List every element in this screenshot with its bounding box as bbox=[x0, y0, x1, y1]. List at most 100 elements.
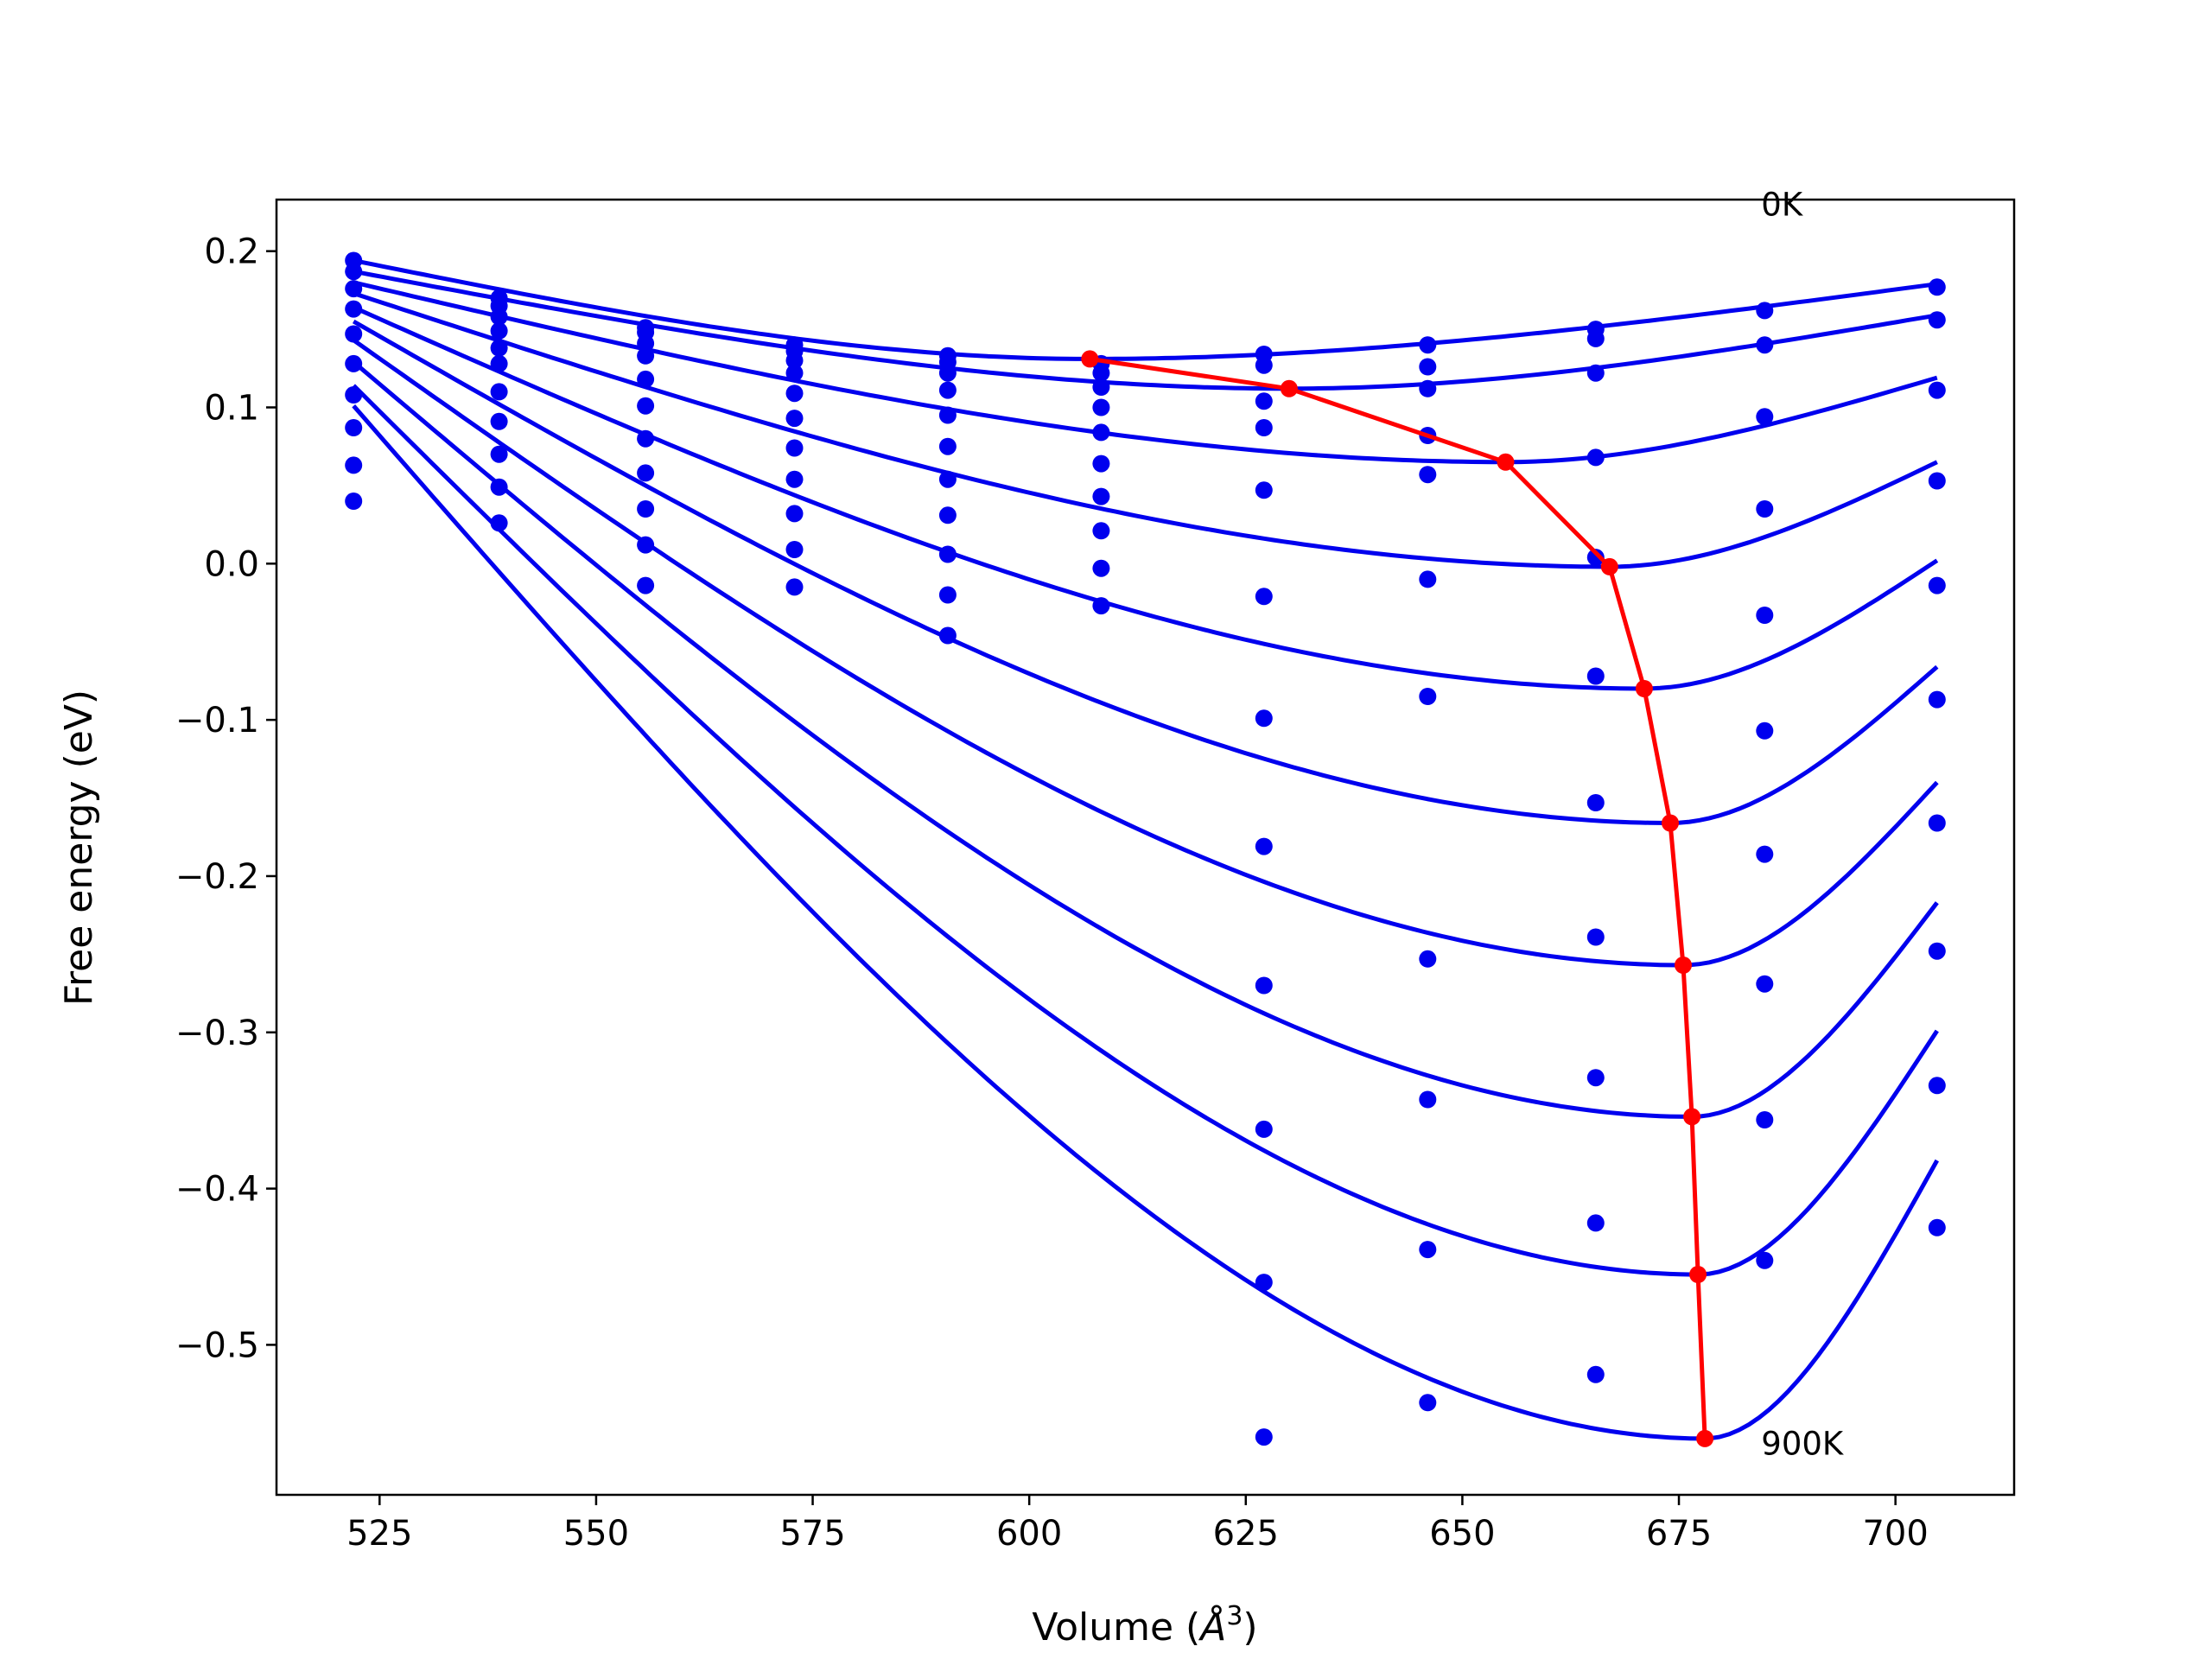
x-tick-label: 600 bbox=[996, 1514, 1062, 1554]
data-point bbox=[1928, 311, 1946, 329]
data-point bbox=[345, 419, 363, 436]
data-point bbox=[1255, 588, 1273, 606]
data-point bbox=[490, 308, 508, 326]
minimum-point bbox=[1635, 680, 1653, 697]
data-point bbox=[1255, 481, 1273, 499]
data-point bbox=[490, 514, 508, 532]
fit-curve-200K bbox=[353, 280, 1938, 465]
minimum-point bbox=[1683, 1108, 1701, 1126]
data-point bbox=[637, 536, 655, 554]
data-point bbox=[1092, 597, 1110, 615]
data-point bbox=[785, 385, 804, 403]
data-point bbox=[785, 541, 804, 558]
data-point bbox=[1419, 570, 1437, 588]
data-point bbox=[490, 445, 508, 463]
fit-curve-800K bbox=[352, 384, 1939, 1277]
data-point bbox=[1586, 794, 1605, 811]
data-point bbox=[785, 505, 804, 523]
minimum-point bbox=[1689, 1266, 1707, 1283]
data-point bbox=[785, 364, 804, 382]
x-axis-label: Volume (Å3) bbox=[1032, 1601, 1257, 1649]
data-point bbox=[1928, 1218, 1946, 1236]
data-point bbox=[1756, 1251, 1774, 1269]
data-point bbox=[938, 364, 957, 382]
x-tick-label: 550 bbox=[563, 1514, 629, 1554]
data-point bbox=[1586, 667, 1605, 685]
data-point bbox=[1092, 454, 1110, 473]
data-point bbox=[1092, 378, 1110, 396]
data-point bbox=[1586, 549, 1605, 567]
data-point bbox=[637, 370, 655, 388]
data-point bbox=[785, 470, 804, 488]
data-point bbox=[1092, 423, 1110, 442]
minimum-point bbox=[1497, 453, 1515, 471]
annotations: 0K 900K bbox=[1761, 186, 1845, 1462]
data-point bbox=[490, 354, 508, 372]
data-point bbox=[1756, 336, 1774, 354]
data-point bbox=[1092, 364, 1110, 382]
data-point bbox=[938, 586, 957, 604]
data-point bbox=[1756, 1111, 1774, 1128]
y-tick-label: −0.4 bbox=[175, 1170, 259, 1210]
data-point bbox=[1419, 466, 1437, 484]
data-point bbox=[1419, 1090, 1437, 1109]
data-point bbox=[1928, 942, 1946, 960]
data-point bbox=[1419, 1241, 1437, 1259]
fit-curves bbox=[352, 258, 1939, 1441]
y-tick-label: 0.0 bbox=[204, 544, 259, 584]
y-axis-label: Free energy (eV) bbox=[57, 690, 101, 1006]
data-point bbox=[1928, 472, 1946, 490]
data-point bbox=[1586, 1069, 1605, 1087]
x-tick-label: 700 bbox=[1862, 1514, 1928, 1554]
data-point bbox=[490, 412, 508, 430]
data-point bbox=[785, 352, 804, 370]
fit-curve-100K bbox=[353, 269, 1938, 391]
fit-curve-600K bbox=[352, 338, 1939, 968]
data-point bbox=[1092, 487, 1110, 505]
data-point bbox=[938, 506, 957, 524]
y-tick-label: −0.5 bbox=[175, 1325, 259, 1365]
data-point bbox=[1756, 500, 1774, 518]
y-tick-label: 0.2 bbox=[204, 232, 259, 272]
data-point bbox=[490, 383, 508, 401]
x-tick-label: 650 bbox=[1429, 1514, 1495, 1554]
minimum-point bbox=[1662, 814, 1679, 832]
minimum-point bbox=[1675, 957, 1692, 974]
fit-curve-400K bbox=[353, 305, 1939, 691]
minimum-point bbox=[1280, 379, 1298, 397]
data-point bbox=[345, 325, 363, 343]
data-point bbox=[345, 354, 363, 372]
data-point bbox=[1586, 364, 1605, 382]
data-point bbox=[345, 263, 363, 281]
data-point bbox=[1255, 356, 1273, 374]
y-tick-label: −0.2 bbox=[175, 857, 259, 897]
data-point bbox=[1756, 607, 1774, 624]
data-point bbox=[345, 386, 363, 404]
data-point bbox=[490, 321, 508, 340]
data-point bbox=[1756, 975, 1774, 993]
data-point bbox=[785, 410, 804, 428]
data-point bbox=[1586, 1365, 1605, 1383]
data-point bbox=[1255, 1428, 1273, 1446]
data-point bbox=[938, 437, 957, 455]
data-point bbox=[1419, 358, 1437, 376]
y-tick-label: 0.1 bbox=[204, 388, 259, 428]
data-point bbox=[1255, 837, 1273, 855]
data-point bbox=[1928, 1077, 1946, 1095]
data-point bbox=[637, 334, 655, 353]
minimum-point bbox=[1081, 350, 1099, 368]
data-point bbox=[1928, 690, 1946, 709]
x-tick-label: 625 bbox=[1213, 1514, 1279, 1554]
data-point bbox=[1255, 419, 1273, 436]
data-point bbox=[1419, 1394, 1437, 1412]
data-point bbox=[1928, 576, 1946, 594]
data-point bbox=[1928, 278, 1946, 296]
data-point bbox=[1756, 302, 1774, 320]
data-point bbox=[1586, 928, 1605, 946]
x-tick-label: 525 bbox=[346, 1514, 412, 1554]
data-point bbox=[1756, 408, 1774, 426]
data-point bbox=[1255, 1274, 1273, 1292]
y-tick-label: −0.1 bbox=[175, 701, 259, 741]
data-point bbox=[1419, 688, 1437, 705]
data-point bbox=[1756, 845, 1774, 863]
